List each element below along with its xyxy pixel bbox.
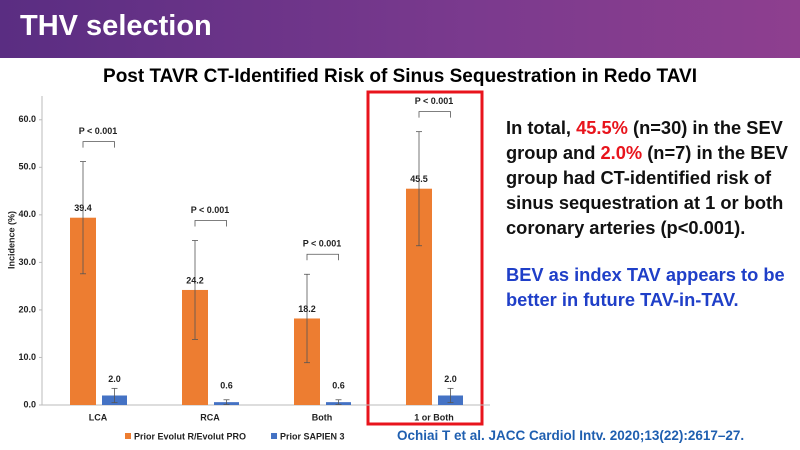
y-tick-label: 0.0 bbox=[23, 399, 36, 409]
legend-swatch bbox=[271, 433, 278, 439]
bracket bbox=[418, 111, 451, 118]
value-label: 24.2 bbox=[186, 275, 204, 285]
text: (n=30) in the SEV group and bbox=[506, 117, 783, 163]
y-tick-label: 30.0 bbox=[18, 257, 36, 267]
bracket bbox=[194, 220, 227, 227]
y-tick-label: 50.0 bbox=[18, 162, 36, 172]
highlight: 45.5% bbox=[576, 117, 628, 138]
text: In total, bbox=[506, 117, 577, 138]
annotation: P < 0.001 bbox=[79, 126, 118, 136]
header-bar: THV selection bbox=[0, 0, 800, 58]
x-tick-label: LCA bbox=[89, 412, 108, 422]
chart: Incidence (%) 0.0 10.0 20.0 30.0 40.0 50.0 60.… bbox=[6, 90, 490, 441]
chart-title: Post TAVR CT-Identified Risk of Sinus Se… bbox=[103, 66, 697, 87]
text: (n=7) in the BEV group had CT-identified… bbox=[506, 142, 788, 238]
x-tick-label: RCA bbox=[200, 412, 220, 422]
annotation: P < 0.001 bbox=[303, 239, 342, 249]
highlight-box bbox=[366, 90, 484, 426]
y-tick-label: 60.0 bbox=[18, 114, 36, 124]
slide-title: THV selection bbox=[20, 10, 212, 42]
bracket bbox=[306, 253, 339, 261]
value-label: 39.4 bbox=[74, 203, 92, 213]
legend-label: Prior Evolut R/Evolut PRO bbox=[134, 431, 246, 441]
x-tick-label: Both bbox=[312, 412, 333, 422]
value-label: 2.0 bbox=[108, 374, 121, 384]
paragraph: In total, 45.5% (n=30) in the SEV group … bbox=[506, 115, 796, 240]
value-label: 0.6 bbox=[332, 381, 345, 391]
value-label: 0.6 bbox=[220, 381, 233, 391]
annotation: P < 0.001 bbox=[415, 96, 454, 106]
bracket bbox=[82, 141, 115, 148]
side-text: In total, 45.5% (n=30) in the SEV group … bbox=[506, 115, 796, 334]
annotation: P < 0.001 bbox=[191, 205, 230, 215]
citation: Ochiai T et al. JACC Cardiol Intv. 2020;… bbox=[397, 428, 745, 443]
legend-swatch bbox=[125, 433, 131, 439]
y-tick-label: 20.0 bbox=[18, 304, 36, 314]
legend-label: Prior SAPIEN 3 bbox=[280, 431, 345, 441]
paragraph: BEV as index TAV appears to be better in… bbox=[506, 264, 785, 310]
x-tick-label: 1 or Both bbox=[414, 412, 454, 422]
value-label: 2.0 bbox=[444, 374, 457, 384]
y-tick-label: 40.0 bbox=[18, 209, 36, 219]
highlight: 2.0% bbox=[600, 142, 643, 163]
y-tick-label: 10.0 bbox=[18, 352, 36, 362]
value-label: 45.5 bbox=[410, 174, 428, 184]
value-label: 18.2 bbox=[298, 304, 316, 314]
y-axis-label: Incidence (%) bbox=[6, 211, 16, 269]
